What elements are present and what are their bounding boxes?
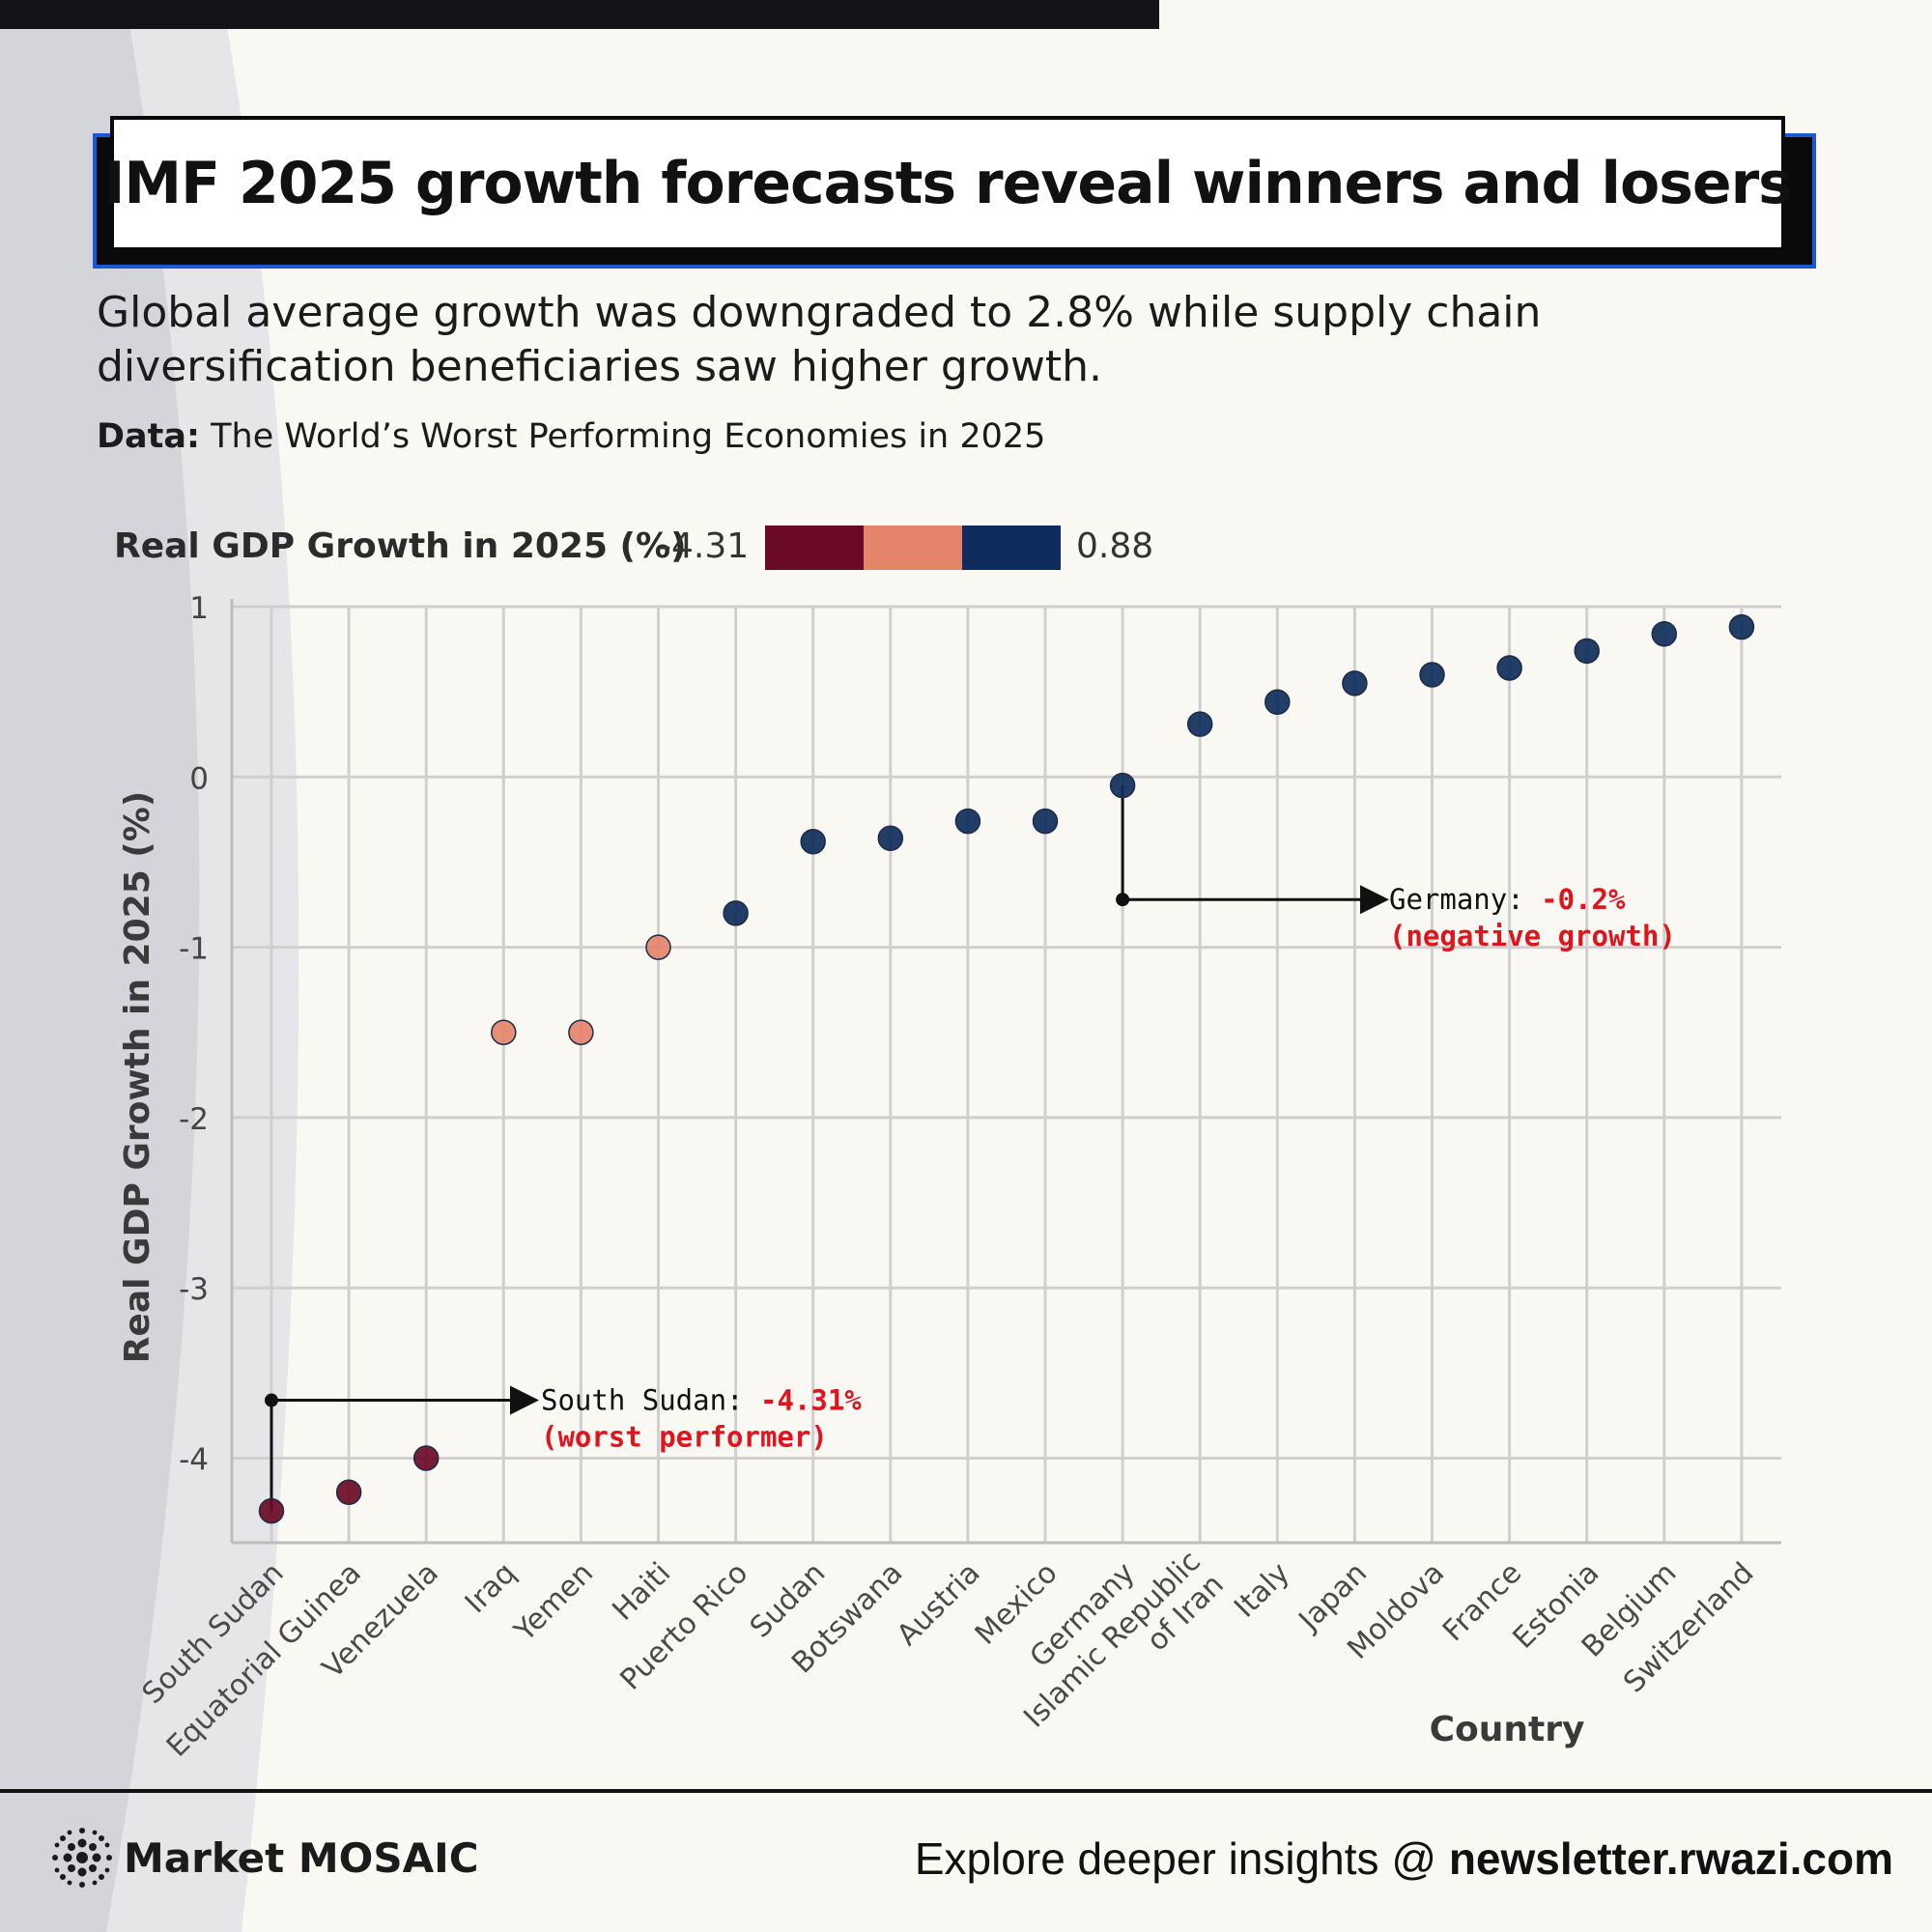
chart-points bbox=[258, 613, 1755, 1524]
legend-max-label: 0.88 bbox=[1076, 526, 1153, 566]
y-axis-title: Real GDP Growth in 2025 (%) bbox=[118, 791, 157, 1364]
y-tick-label: -1 bbox=[179, 932, 209, 967]
legend-swatch-high bbox=[962, 526, 1061, 570]
chart-grid: 1 0 -1 -2 -3 -4 bbox=[179, 591, 1781, 1543]
data-point bbox=[412, 1445, 440, 1471]
data-point bbox=[1574, 638, 1600, 665]
data-point bbox=[568, 1019, 594, 1045]
annotation-note: (negative growth) bbox=[1389, 920, 1676, 952]
data-source-text: The World’s Worst Performing Economies i… bbox=[211, 417, 1046, 456]
brand: Market MOSAIC bbox=[50, 1826, 479, 1889]
data-point bbox=[645, 934, 671, 960]
annotation-note: (worst performer) bbox=[541, 1421, 828, 1454]
chart-axes bbox=[230, 599, 1781, 1545]
data-point bbox=[800, 829, 826, 855]
annotation-label: South Sudan: -4.31% bbox=[541, 1384, 862, 1417]
data-point bbox=[1496, 655, 1522, 681]
data-point bbox=[1032, 808, 1059, 835]
y-tick-label: -2 bbox=[179, 1102, 209, 1137]
legend-swatch-low bbox=[765, 526, 864, 570]
legend-swatch-mid bbox=[864, 526, 962, 570]
y-tick-label: -4 bbox=[179, 1443, 209, 1478]
x-tick-label: Italy bbox=[1228, 1556, 1296, 1625]
data-point bbox=[1342, 670, 1368, 696]
x-tick-label: Yemen bbox=[507, 1556, 600, 1649]
x-tick-label: Haiti bbox=[606, 1556, 677, 1628]
y-tick-label: -3 bbox=[179, 1272, 209, 1307]
x-axis-title: Country bbox=[1430, 1710, 1585, 1749]
data-point bbox=[1109, 772, 1136, 799]
annotation-label: Germany: -0.2% bbox=[1389, 883, 1626, 916]
annotation-country: Germany: bbox=[1389, 883, 1541, 916]
data-point bbox=[1186, 711, 1213, 737]
subtitle: Global average growth was downgraded to … bbox=[97, 288, 1542, 391]
top-bar bbox=[0, 0, 1159, 29]
legend-min-label: -4.31 bbox=[659, 526, 749, 566]
annotation-country: South Sudan: bbox=[541, 1384, 760, 1417]
data-point bbox=[1419, 662, 1445, 688]
data-point bbox=[1728, 613, 1755, 640]
cta-prefix: Explore deeper insights @ bbox=[914, 1833, 1449, 1884]
data-source: Data: The World’s Worst Performing Econo… bbox=[97, 417, 1045, 456]
data-point bbox=[877, 825, 904, 852]
y-tick-label: 0 bbox=[189, 761, 209, 796]
x-tick-label: Iraq bbox=[459, 1556, 523, 1620]
x-tick-label: Austria bbox=[891, 1556, 987, 1653]
data-point bbox=[1651, 620, 1678, 647]
data-point bbox=[954, 808, 981, 835]
annotation-value: -0.2% bbox=[1541, 883, 1626, 916]
data-point bbox=[335, 1479, 362, 1506]
gdp-scatter-chart: Real GDP Growth in 2025 (%) -4.31 0.88 1… bbox=[114, 526, 1781, 1764]
cta-text: Explore deeper insights @ newsletter.rwa… bbox=[915, 1833, 1893, 1885]
title-box: IMF 2025 growth forecasts reveal winners… bbox=[103, 116, 1793, 251]
mosaic-logo-icon bbox=[52, 1828, 112, 1888]
data-source-label: Data: bbox=[97, 417, 201, 456]
data-point bbox=[258, 1497, 285, 1524]
y-tick-label: 1 bbox=[189, 591, 209, 626]
page-title: IMF 2025 growth forecasts reveal winners… bbox=[103, 150, 1793, 217]
chart-annotations: Germany: -0.2% (negative growth) South Sud… bbox=[265, 785, 1676, 1512]
data-point bbox=[1264, 689, 1291, 715]
cta-link[interactable]: newsletter.rwazi.com bbox=[1448, 1833, 1893, 1884]
data-point bbox=[723, 900, 749, 926]
data-point bbox=[491, 1019, 517, 1045]
footer-divider bbox=[0, 1789, 1932, 1793]
annotation-value: -4.31% bbox=[760, 1384, 862, 1417]
legend-title: Real GDP Growth in 2025 (%) bbox=[114, 526, 687, 566]
brand-name: Market MOSAIC bbox=[124, 1833, 479, 1882]
